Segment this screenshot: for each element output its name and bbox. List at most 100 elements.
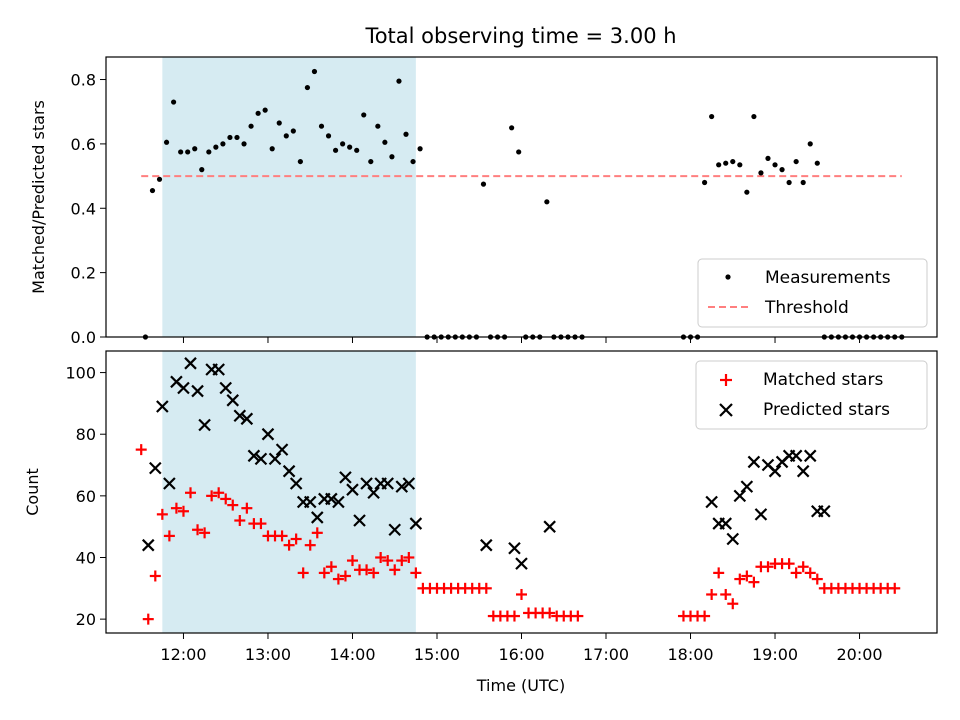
- measurement-point: [276, 120, 282, 126]
- predicted-star-marker: [219, 381, 232, 395]
- measurement-point: [772, 162, 778, 168]
- predicted-star-marker: [240, 412, 254, 426]
- matched-star-marker: [396, 555, 408, 567]
- predicted-star-marker: [184, 357, 197, 370]
- predicted-star-marker: [740, 480, 754, 493]
- matched-stars-markers: [135, 444, 901, 625]
- predicted-star-marker: [360, 477, 373, 490]
- ratio-axes-frame: [105, 56, 938, 338]
- count-y-axis: 20 40 60 80 100: [65, 364, 106, 629]
- legend-matched-label: Matched stars: [763, 370, 883, 390]
- measurement-point: [178, 149, 184, 155]
- matched-star-marker: [403, 551, 415, 563]
- predicted-star-marker: [388, 523, 402, 537]
- predicted-star-marker: [261, 427, 275, 441]
- measurement-point: [382, 139, 388, 145]
- legend-threshold-label: Threshold: [764, 298, 849, 318]
- matched-star-marker: [290, 533, 302, 545]
- x-tick-label: 12:00: [160, 645, 206, 664]
- ratio-x-ticks: [182, 337, 861, 343]
- matched-star-marker: [149, 570, 161, 582]
- matched-star-marker: [170, 502, 182, 514]
- matched-star-marker: [889, 582, 901, 594]
- predicted-star-marker: [339, 471, 352, 484]
- measurement-point: [354, 147, 360, 153]
- time-x-axis: 12:00 13:00 14:00 15:00 16:00 17:00 18:00 19:00…: [160, 633, 883, 664]
- predicted-star-marker: [177, 381, 190, 395]
- measurement-point: [403, 131, 409, 137]
- x-tick-label: 20:00: [836, 645, 882, 664]
- legend-measurements-label: Measurements: [765, 268, 891, 288]
- matched-star-marker: [762, 561, 774, 573]
- predicted-star-marker: [480, 538, 493, 552]
- predicted-star-marker: [409, 517, 423, 530]
- measurement-point: [807, 141, 813, 147]
- predicted-star-marker: [268, 452, 282, 466]
- predicted-star-marker: [226, 394, 240, 407]
- measurement-point: [368, 158, 374, 165]
- y-tick-label: 60: [76, 487, 96, 506]
- measurement-point: [758, 170, 764, 176]
- matched-star-marker: [255, 518, 267, 530]
- predicted-star-marker: [747, 455, 761, 469]
- legend-predicted-marker: [719, 403, 733, 417]
- matched-star-marker: [790, 567, 802, 579]
- measurement-point: [311, 68, 318, 75]
- matched-star-marker: [516, 588, 527, 600]
- matched-star-marker: [572, 610, 584, 622]
- measurement-point: [765, 155, 771, 161]
- predicted-star-marker: [796, 464, 810, 478]
- measurement-point: [375, 123, 381, 129]
- matched-star-marker: [297, 567, 309, 579]
- predicted-stars-markers: [141, 357, 831, 570]
- predicted-star-marker: [275, 443, 289, 456]
- measurement-point: [744, 189, 750, 195]
- measurement-point: [509, 125, 515, 131]
- measurement-point: [716, 162, 722, 168]
- matched-star-marker: [368, 567, 380, 579]
- measurement-point: [702, 179, 708, 186]
- measurement-point: [417, 146, 423, 152]
- legend-box: [697, 258, 928, 328]
- y-tick-label: 0.0: [71, 328, 96, 347]
- measurement-point: [290, 128, 296, 134]
- x-axis-label: Time (UTC): [476, 676, 565, 695]
- matched-star-marker: [220, 493, 232, 505]
- matched-star-marker: [410, 567, 422, 579]
- measurement-point: [262, 107, 268, 113]
- x-tick-label: 19:00: [752, 645, 798, 664]
- legend-measurements-marker: [725, 274, 731, 280]
- measurement-point: [283, 133, 289, 139]
- measurement-point: [737, 162, 743, 168]
- predicted-star-marker: [163, 477, 176, 490]
- legend-predicted-label: Predicted stars: [763, 400, 890, 420]
- matched-star-marker: [283, 539, 295, 551]
- predicted-star-marker: [198, 418, 211, 432]
- y-tick-label: 0.6: [71, 135, 96, 154]
- x-tick-label: 13:00: [245, 645, 291, 664]
- matched-star-marker: [276, 530, 288, 542]
- measurement-point: [220, 141, 226, 147]
- measurement-point: [779, 167, 785, 173]
- matched-star-marker: [213, 487, 225, 499]
- measurement-point: [793, 158, 799, 165]
- matched-star-marker: [227, 499, 239, 511]
- predicted-star-marker: [149, 461, 162, 475]
- measurement-point: [192, 146, 198, 152]
- measurement-point: [255, 110, 261, 116]
- measurement-point: [396, 78, 402, 84]
- predicted-star-marker: [247, 449, 261, 463]
- predicted-star-marker: [789, 449, 803, 463]
- predicted-star-marker: [282, 464, 296, 478]
- ratio-legend: Measurements Threshold: [697, 258, 928, 328]
- measurement-point: [149, 187, 156, 194]
- measurement-point: [786, 179, 792, 186]
- measurement-point: [410, 158, 416, 165]
- predicted-star-marker: [508, 541, 521, 555]
- count-axes-frame: [105, 350, 938, 634]
- predicted-star-marker: [325, 492, 338, 506]
- predicted-star-marker: [803, 449, 817, 463]
- ratio-y-axis: 0.0 0.2 0.4 0.6 0.8: [71, 71, 106, 347]
- predicted-star-marker: [303, 495, 317, 509]
